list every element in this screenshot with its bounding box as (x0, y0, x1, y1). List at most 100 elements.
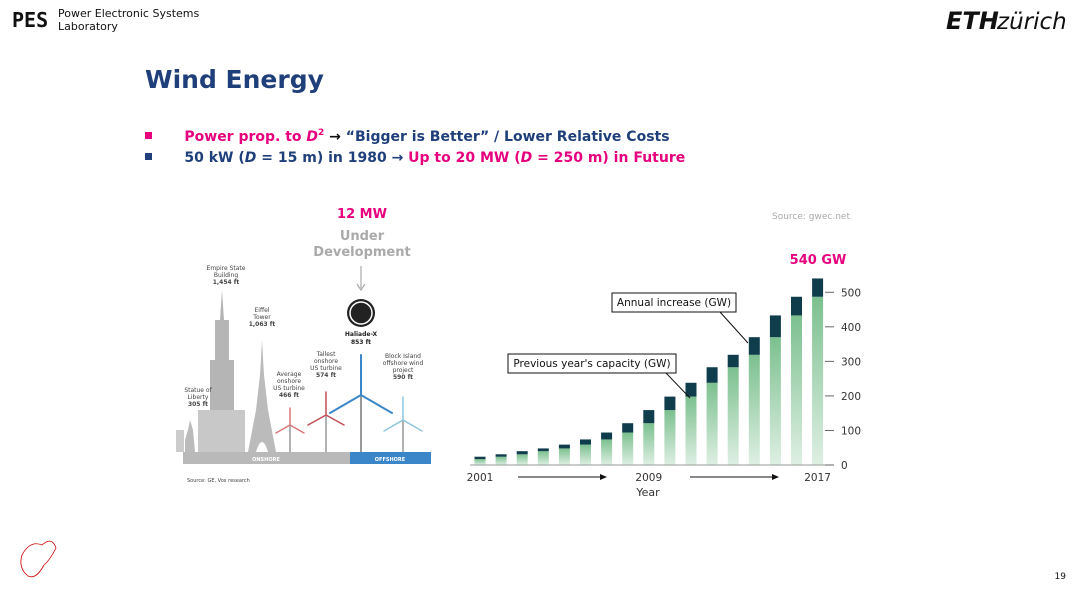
bullet-text: D (245, 150, 257, 166)
illustration-label: project (393, 367, 414, 374)
bar (664, 410, 676, 465)
bullet-text: Up to 20 MW ( (408, 150, 520, 166)
illustration-label: Average (277, 371, 302, 378)
illustration-label: offshore wind (383, 360, 424, 367)
bar (812, 278, 824, 297)
bar (495, 456, 507, 465)
callout-box (507, 353, 677, 374)
bullet-text: = 15 m) in 1980 → (256, 150, 408, 166)
building (198, 410, 245, 452)
illustration-label: Tallest (316, 351, 337, 358)
callout-box (611, 292, 737, 313)
y-tick-label: 0 (841, 460, 848, 472)
illustration-label: onshore (277, 378, 301, 385)
bar (537, 448, 549, 452)
illustration-height: 574 ft (316, 372, 336, 379)
chart: 0 100 200 300 400 500 2001 2009 2017 (467, 278, 861, 484)
illustration-label: Eiffel (255, 307, 270, 314)
annotation: 540 GW (790, 253, 847, 268)
ge-logo (347, 299, 375, 327)
illustration-height: 1,454 ft (213, 279, 240, 286)
illustration-height: 590 ft (393, 374, 413, 381)
bar (558, 444, 570, 449)
bar (516, 454, 528, 465)
bar (706, 367, 718, 383)
y-tick-label: 400 (841, 322, 861, 334)
bullet-marker (145, 132, 152, 139)
bar (685, 396, 697, 465)
source: Source: GE, Vox research (187, 478, 250, 484)
arrow (356, 283, 366, 292)
bar (769, 337, 781, 465)
bar (685, 382, 697, 397)
bullet: Power prop. to D2 → “Bigger is Better” /… (160, 128, 684, 145)
x-tick-label: 2009 (635, 472, 662, 484)
bar (622, 423, 634, 433)
y-tick-label: 500 (841, 287, 861, 299)
turbines (275, 354, 423, 453)
bullet-text: “Bigger is Better” / Lower Relative Cost… (346, 129, 670, 145)
x-arrow (772, 474, 779, 480)
bar (474, 456, 486, 460)
bar (727, 354, 739, 368)
bullet-marker (145, 153, 152, 160)
bar (664, 396, 676, 411)
status: Development (313, 245, 410, 260)
bar (516, 451, 528, 455)
bar (727, 367, 739, 465)
ge-height: 853 ft (351, 339, 371, 346)
bar (812, 296, 824, 465)
ge-label: Haliade-X (345, 331, 378, 338)
illustration-label: US turbine (310, 365, 342, 372)
ground-onshore (183, 452, 350, 464)
illustration-height: 466 ft (279, 392, 299, 399)
bullet: 50 kW (D = 15 m) in 1980 → Up to 20 MW (… (160, 150, 700, 166)
footer-logo (20, 540, 57, 578)
bar (748, 337, 760, 355)
x-arrow (600, 474, 607, 480)
bar (537, 451, 549, 465)
y-tick-label: 300 (841, 356, 861, 368)
bullet-text: → (324, 129, 345, 145)
bar (769, 315, 781, 338)
bullet-text: D (306, 129, 318, 145)
bar (643, 410, 655, 424)
callout: Annual increase (GW) (617, 297, 731, 309)
bar (706, 382, 718, 465)
x-tick-label: 2001 (467, 472, 494, 484)
eth-logo: zürich (996, 9, 1067, 35)
callout-pointer (719, 311, 749, 344)
bullet-text: 50 kW ( (184, 150, 244, 166)
bar (495, 454, 507, 457)
bullet-text: = 250 m) in Future (532, 150, 685, 166)
bar (791, 296, 802, 316)
eiffel (248, 340, 276, 452)
x-tick-label: 2017 (804, 472, 831, 484)
lab-name: Power Electronic Systems (58, 7, 199, 20)
illustration-label: Liberty (188, 394, 209, 401)
illustration-height: 1,063 ft (249, 321, 276, 328)
bar (601, 439, 613, 465)
bar (580, 444, 591, 465)
lab-logo: PES (12, 8, 48, 32)
bar (474, 459, 486, 465)
ge-logo (349, 301, 373, 325)
bar (643, 423, 655, 465)
illustration-height: 305 ft (188, 401, 208, 408)
callout: Previous year's capacity (GW) (513, 358, 670, 370)
eth-logo: ETH (946, 7, 999, 35)
y-tick-label: 200 (841, 391, 861, 403)
bar (558, 448, 570, 465)
bar (580, 439, 591, 445)
bullet-text: Power prop. to (184, 129, 306, 145)
slide-title: Wind Energy (145, 65, 324, 94)
building (176, 430, 184, 452)
illustration-label: Tower (252, 314, 271, 321)
bar (748, 354, 760, 465)
bullet-text: D (521, 150, 533, 166)
onshore-label: ONSHORE (252, 457, 280, 463)
page-number: 19 (1055, 572, 1067, 582)
offshore-label: OFFSHORE (375, 457, 406, 463)
